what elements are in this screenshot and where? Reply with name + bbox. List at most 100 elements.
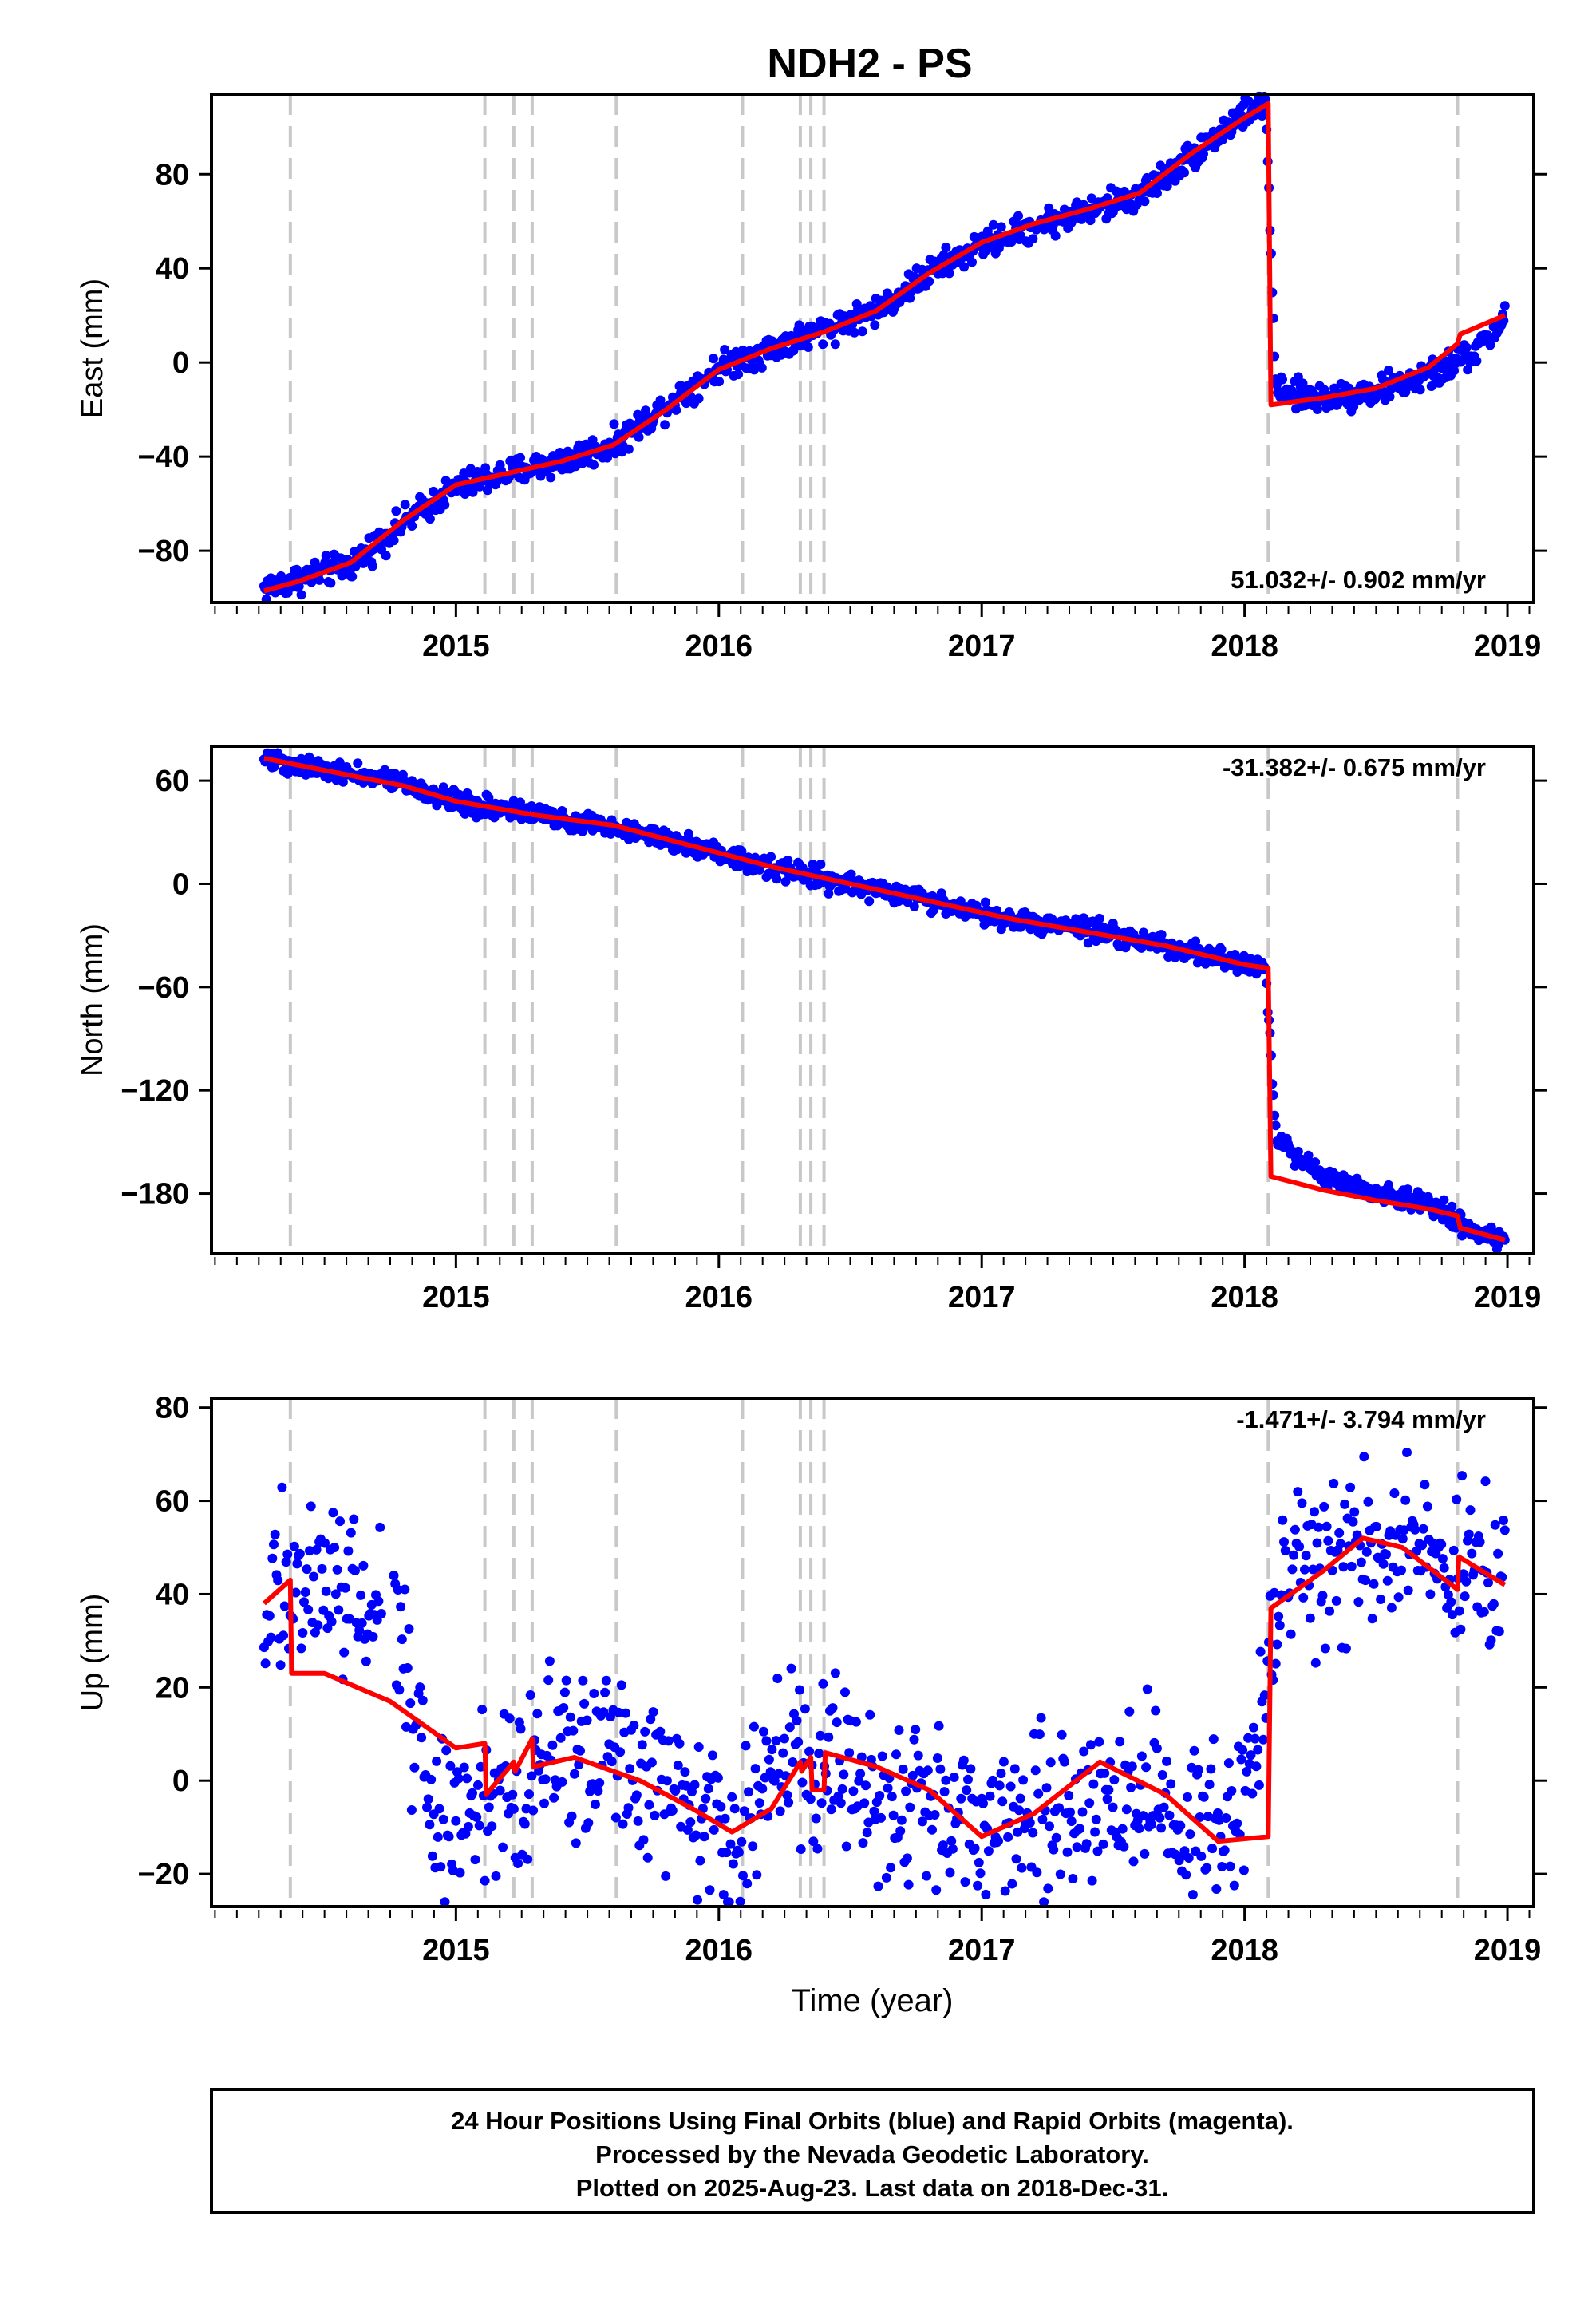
data-point [1136,1751,1147,1761]
data-point [1079,1746,1089,1757]
data-point [1057,1729,1067,1740]
data-point [932,1753,942,1763]
data-point [406,1805,417,1815]
data-point [718,1890,729,1900]
data-point [1094,913,1104,923]
y-tick-label: 80 [156,158,189,192]
y-tick-label: −20 [138,1858,189,1891]
data-point [1270,1658,1281,1669]
data-point [1274,1611,1284,1622]
data-point [1202,1863,1212,1873]
data-point [1396,1565,1406,1575]
data-point [1258,1734,1269,1745]
data-point [744,1787,753,1797]
data-point [1255,1646,1266,1657]
data-point [996,1769,1006,1779]
data-point [1361,1547,1372,1557]
data-point [367,561,377,571]
data-point [1250,1733,1260,1744]
data-point [826,1804,836,1815]
y-axis-label: Up (mm) [76,1594,109,1712]
data-point [574,1760,584,1770]
data-point [549,1792,559,1803]
data-point [376,1609,386,1618]
data-point [373,1596,384,1607]
data-point [1371,1521,1381,1531]
data-point [873,1881,883,1891]
data-point [615,1747,626,1757]
data-point [303,1604,314,1614]
data-point [1092,1846,1103,1856]
data-point [903,897,913,907]
data-point [281,1557,291,1567]
data-point [782,1790,792,1800]
data-point [275,1660,286,1670]
data-point [1382,1575,1393,1586]
data-point [440,500,450,510]
data-point [1005,1781,1016,1792]
data-point [1352,1530,1362,1540]
data-point [759,1726,768,1737]
data-point [812,1844,823,1854]
data-point [750,1764,760,1774]
data-point [260,1658,271,1669]
data-point [1325,1606,1335,1616]
data-point [1272,1639,1282,1650]
data-point [769,1776,780,1786]
footer-box [210,2088,1535,2214]
data-point [778,1748,788,1758]
data-point [764,1754,774,1765]
data-point [701,1793,711,1804]
data-point [1290,1524,1300,1535]
data-point [1319,1501,1329,1512]
data-point [828,1703,838,1713]
data-point [407,521,417,531]
data-point [941,243,951,253]
y-tick-label: 20 [156,1671,189,1705]
data-point [1335,1539,1345,1549]
data-point [752,1870,762,1880]
data-point [739,1806,749,1816]
data-point [815,1730,825,1741]
data-point [1152,1743,1162,1753]
data-point [1488,1599,1499,1609]
data-point [1045,1757,1056,1768]
data-point [1353,1597,1364,1607]
data-point [849,327,859,338]
data-point [930,1810,940,1820]
data-point [583,1818,594,1828]
data-point [981,1889,991,1899]
data-point [570,1769,579,1779]
data-point [749,365,759,375]
x-axis-label: Time (year) [792,1983,954,2018]
data-point [962,1785,972,1796]
data-point [1280,1546,1290,1555]
data-point [793,1737,804,1747]
data-point [266,1632,276,1642]
data-point [865,1709,875,1720]
data-point [609,419,619,429]
data-point [836,1798,846,1808]
data-point [757,1784,768,1794]
data-point [1329,1478,1339,1488]
data-point [1297,1498,1307,1508]
data-point [894,1725,904,1735]
data-point [330,1589,341,1599]
footer-line-3: Plotted on 2025-Aug-23. Last data on 201… [576,2174,1169,2202]
y-tick-label: 40 [156,252,189,286]
data-point [917,1816,927,1827]
data-point [927,1824,937,1835]
data-point [462,1773,472,1784]
data-point [1142,1684,1152,1694]
data-point [1310,1157,1321,1168]
data-point [565,1712,575,1722]
data-point [292,1559,302,1569]
data-point [988,219,998,230]
data-point [1298,1592,1309,1603]
data-point [1479,1607,1489,1617]
data-point [830,339,840,350]
data-point [958,1755,969,1765]
data-point [606,1757,617,1767]
data-point [907,1770,918,1780]
data-point [302,1564,312,1575]
